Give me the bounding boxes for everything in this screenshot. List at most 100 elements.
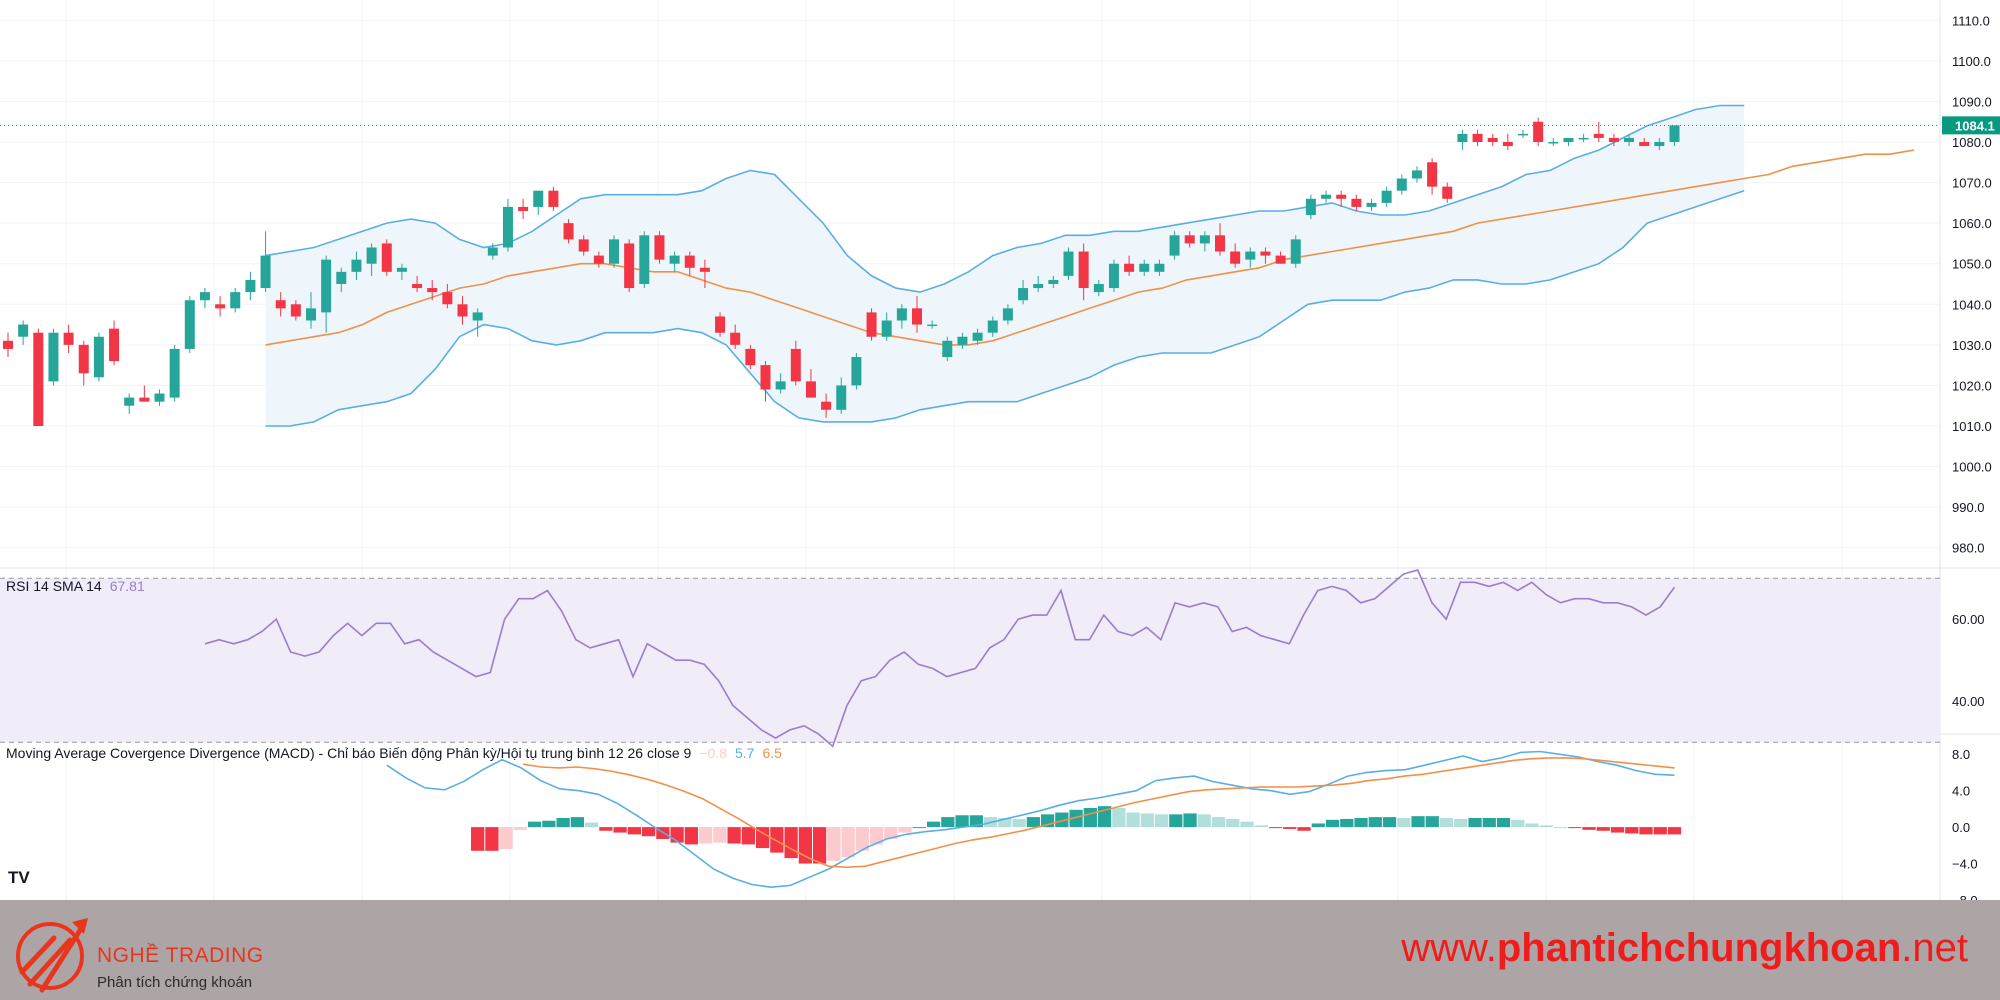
candle-body bbox=[957, 336, 968, 345]
macd-histogram-bar bbox=[1140, 813, 1154, 828]
macd-histogram-bar bbox=[1211, 817, 1226, 828]
candle-body bbox=[1002, 308, 1013, 321]
candle-body bbox=[1078, 251, 1089, 289]
candle-body bbox=[1321, 194, 1332, 199]
macd-histogram-bar bbox=[755, 827, 770, 849]
candle-body bbox=[987, 320, 998, 333]
candle-body bbox=[624, 243, 635, 289]
candle-body bbox=[1018, 288, 1029, 301]
candle-body bbox=[1336, 194, 1347, 199]
macd-histogram-bar bbox=[1069, 809, 1083, 828]
macd-histogram-bar bbox=[1482, 818, 1496, 828]
macd-histogram-bar bbox=[528, 821, 542, 828]
macd-histogram-bar bbox=[1055, 812, 1069, 828]
brand-name: NGHỀ TRADING bbox=[97, 944, 264, 967]
price-tick-label: 1040.0 bbox=[1952, 297, 1992, 312]
url-suffix: .net bbox=[1901, 926, 1968, 970]
candle-body bbox=[1169, 235, 1180, 256]
macd-value: 5.7 bbox=[734, 745, 755, 761]
candle-body bbox=[442, 292, 453, 305]
macd-histogram-bar bbox=[898, 827, 912, 833]
macd-histogram-bar bbox=[1425, 816, 1439, 828]
candle-body bbox=[805, 381, 816, 398]
candle-body bbox=[518, 206, 529, 211]
macd-histogram-bar bbox=[1226, 818, 1240, 828]
candle-body bbox=[260, 255, 271, 289]
chart-canvas: 1110.0 1100.0 1090.0 1080.0 1070.0 1060.0 1050… bbox=[0, 0, 2000, 900]
candle-body bbox=[1093, 284, 1104, 293]
rsi-pane[interactable] bbox=[0, 569, 1940, 748]
candle-body bbox=[48, 332, 59, 382]
candle-body bbox=[745, 348, 756, 366]
macd-histogram-bar bbox=[1653, 827, 1667, 835]
tradingview-logo-icon[interactable]: TV bbox=[8, 868, 30, 887]
macd-histogram-bar bbox=[1496, 818, 1511, 828]
candle-body bbox=[1502, 142, 1513, 147]
candle-body bbox=[33, 332, 44, 426]
candle-body bbox=[1260, 251, 1271, 256]
price-axis[interactable]: 1110.0 1100.0 1090.0 1080.0 1070.0 1060.0 1050… bbox=[1942, 13, 2000, 900]
candle-body bbox=[199, 292, 210, 301]
candle-body bbox=[1442, 186, 1453, 199]
candle-body bbox=[502, 206, 513, 248]
macd-histogram-bar bbox=[1454, 818, 1468, 828]
candle-body bbox=[563, 223, 574, 240]
macd-histogram-bar bbox=[1468, 818, 1482, 828]
price-pane[interactable] bbox=[0, 104, 1940, 427]
macd-tick-label: 4.0 bbox=[1952, 784, 1970, 799]
candle-body bbox=[290, 304, 301, 317]
macd-histogram-bar bbox=[542, 820, 556, 828]
macd-hist-value: −0.8 bbox=[699, 745, 727, 761]
candle-body bbox=[669, 255, 680, 264]
candle-body bbox=[472, 312, 483, 321]
candle-body bbox=[639, 235, 650, 284]
url-domain: phantichchungkhoan bbox=[1496, 926, 1902, 970]
macd-histogram-bar bbox=[1325, 819, 1340, 828]
candle-body bbox=[1275, 255, 1286, 264]
macd-histogram-bar bbox=[513, 827, 528, 830]
macd-histogram-bar bbox=[1382, 817, 1397, 828]
macd-histogram-bar bbox=[1112, 807, 1126, 828]
macd-histogram-bar bbox=[855, 827, 869, 851]
brand-tagline: Phân tích chứng khoán bbox=[97, 974, 253, 991]
macd-histogram-bar bbox=[1083, 807, 1097, 828]
price-tick-label: 1110.0 bbox=[1952, 13, 1990, 28]
macd-tick-label: −4.0 bbox=[1952, 857, 1978, 872]
candle-body bbox=[1472, 133, 1483, 142]
macd-histogram-bar bbox=[1439, 818, 1454, 828]
macd-histogram-bar bbox=[1283, 827, 1297, 829]
macd-histogram-bar bbox=[585, 822, 599, 828]
macd-histogram-bar bbox=[727, 827, 741, 844]
macd-histogram-bar bbox=[627, 827, 642, 835]
candle-body bbox=[381, 243, 392, 272]
candle-body bbox=[109, 328, 120, 362]
candle-body bbox=[245, 279, 256, 293]
candle-body bbox=[1411, 170, 1422, 179]
macd-histogram-bar bbox=[713, 827, 727, 843]
macd-histogram-bar bbox=[784, 827, 798, 859]
rsi-value: 67.81 bbox=[109, 578, 145, 594]
candle-body bbox=[881, 320, 892, 337]
candle-body bbox=[1608, 137, 1619, 142]
candle-body bbox=[1245, 251, 1256, 260]
macd-histogram-bar bbox=[1568, 827, 1582, 829]
macd-histogram-bar bbox=[1169, 814, 1183, 828]
candle-body bbox=[1351, 198, 1362, 207]
candle-body bbox=[699, 267, 710, 272]
bollinger-band-fill bbox=[265, 105, 1745, 426]
candle-body bbox=[139, 397, 150, 402]
website-url[interactable]: www.phantichchungkhoan.net bbox=[1401, 926, 1968, 971]
macd-tick-label: −8.0 bbox=[1952, 893, 1978, 900]
candle-body bbox=[1624, 137, 1635, 142]
macd-histogram-bar bbox=[827, 827, 841, 861]
rsi-label: RSI 14 SMA 14 bbox=[6, 578, 102, 594]
rsi-band-fill bbox=[0, 578, 1940, 743]
candle-body bbox=[215, 304, 226, 309]
macd-histogram-bar bbox=[912, 827, 926, 829]
macd-pane[interactable] bbox=[386, 750, 1682, 889]
candle-body bbox=[1215, 235, 1225, 252]
price-tick-label: 1030.0 bbox=[1952, 338, 1992, 353]
price-tick-label: 980.0 bbox=[1952, 541, 1985, 556]
macd-histogram-bar bbox=[884, 827, 898, 839]
macd-signal-line bbox=[522, 757, 1675, 869]
